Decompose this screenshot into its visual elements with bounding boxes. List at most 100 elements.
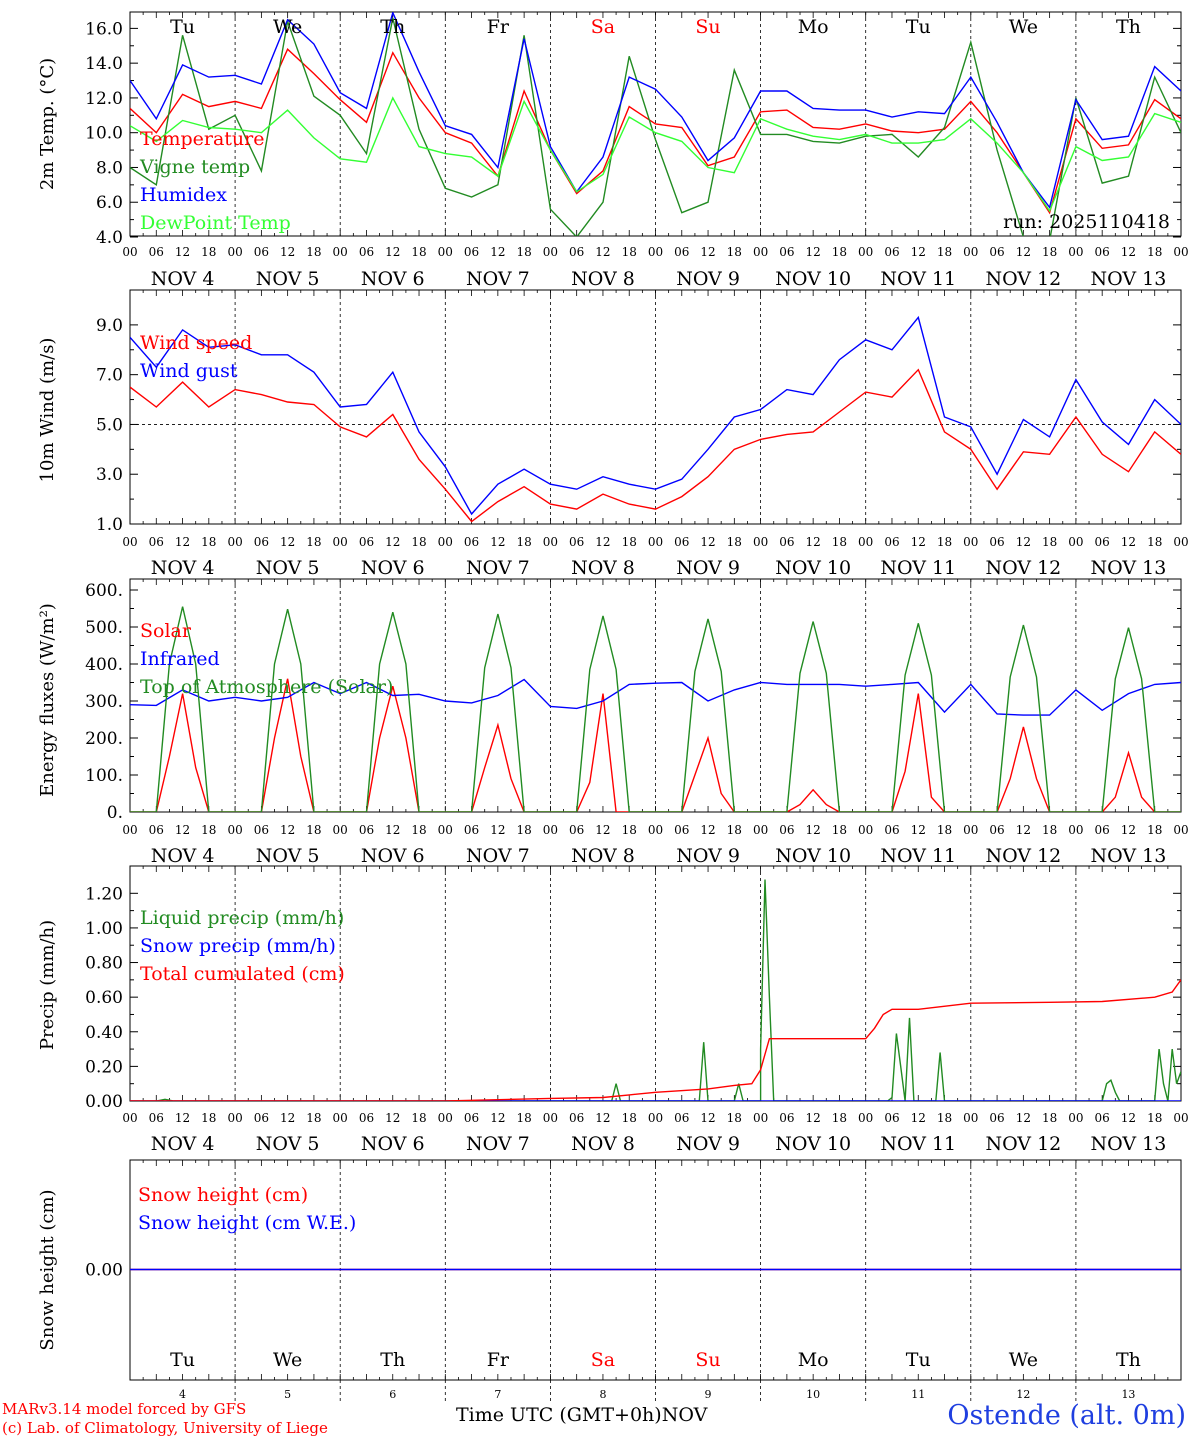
hour-tick-label: 00: [858, 535, 873, 549]
hour-tick-label: 00: [648, 535, 663, 549]
hour-tick-label: 00: [543, 1111, 558, 1125]
hour-tick-label: 06: [359, 1111, 374, 1125]
hour-tick-label: 06: [569, 535, 584, 549]
legend-entry: Vigne temp: [139, 156, 250, 178]
hour-tick-label: 12: [595, 535, 610, 549]
hour-tick-label: 00: [1173, 823, 1188, 837]
hour-tick-label: 06: [674, 1111, 689, 1125]
hour-tick-label: 00: [1173, 245, 1188, 259]
hour-tick-label: 06: [989, 823, 1004, 837]
hour-tick-label: 06: [884, 535, 899, 549]
legend-entry: Top of Atmosphere (Solar): [140, 676, 393, 698]
weekday-label: Fr: [487, 16, 510, 38]
hour-tick-label: 18: [832, 535, 847, 549]
hour-tick-label: 00: [753, 535, 768, 549]
hour-tick-label: 18: [622, 823, 637, 837]
series-line-solar: [130, 678, 1181, 812]
hour-tick-label: 18: [1147, 245, 1162, 259]
hour-tick-label: 18: [516, 823, 531, 837]
date-label: NOV 9: [676, 557, 740, 579]
date-label: NOV 4: [151, 557, 215, 579]
y-axis-label: Energy fluxes (W/m²): [37, 603, 58, 797]
hour-tick-label: 12: [175, 1111, 190, 1125]
date-label: NOV 4: [151, 1133, 215, 1155]
day-number: 6: [389, 1388, 396, 1401]
hour-tick-label: 00: [753, 1111, 768, 1125]
date-label: NOV 11: [880, 845, 956, 867]
date-label: NOV 6: [361, 845, 425, 867]
hour-tick-label: 18: [727, 245, 742, 259]
hour-tick-label: 12: [911, 823, 926, 837]
hour-tick-label: 18: [1147, 823, 1162, 837]
hour-tick-label: 00: [122, 1111, 137, 1125]
model-line: MARv3.14 model forced by GFS: [2, 1400, 247, 1418]
hour-tick-label: 12: [595, 1111, 610, 1125]
weekday-label: We: [273, 1349, 302, 1371]
weekday-label: We: [273, 16, 302, 38]
hour-tick-label: 06: [359, 245, 374, 259]
date-label: NOV 9: [676, 845, 740, 867]
hour-tick-label: 18: [1042, 823, 1057, 837]
hour-tick-label: 18: [411, 245, 426, 259]
hour-tick-label: 06: [779, 535, 794, 549]
weekday-label: Sa: [591, 1349, 615, 1371]
day-number: 4: [179, 1388, 186, 1401]
hour-tick-label: 18: [411, 535, 426, 549]
weekday-label: Th: [1116, 1349, 1141, 1371]
y-tick-label: 0.: [107, 803, 123, 823]
panel-wind: 1.0 3.0 5.0 7.0 9.0 10m Wind (m/s) Wind speed W…: [37, 289, 1189, 579]
hour-tick-label: 06: [989, 1111, 1004, 1125]
day-number: 5: [284, 1388, 291, 1401]
hour-tick-label: 06: [779, 1111, 794, 1125]
hour-tick-label: 00: [858, 1111, 873, 1125]
hour-tick-label: 00: [122, 245, 137, 259]
y-tick-label: 6.0: [96, 193, 123, 213]
hour-tick-label: 12: [595, 245, 610, 259]
hour-tick-label: 12: [175, 245, 190, 259]
y-tick-label: 500.: [85, 618, 123, 638]
y-axis-label: Snow height (cm): [37, 1189, 58, 1350]
date-label: NOV 5: [256, 268, 320, 290]
hour-tick-label: 18: [1147, 535, 1162, 549]
hour-tick-label: 12: [1121, 535, 1136, 549]
series-line-wind-gust: [130, 315, 1181, 516]
hour-tick-label: 18: [411, 1111, 426, 1125]
hour-tick-label: 12: [806, 245, 821, 259]
date-label: NOV 5: [256, 557, 320, 579]
date-label: NOV 12: [985, 1133, 1061, 1155]
series-line-humidex: [130, 12, 1181, 209]
hour-tick-label: 12: [490, 1111, 505, 1125]
weekday-label: Tu: [906, 16, 931, 38]
hour-tick-label: 18: [622, 535, 637, 549]
weekday-label: We: [1009, 1349, 1038, 1371]
date-label: NOV 7: [466, 557, 530, 579]
hour-tick-label: 12: [1016, 245, 1031, 259]
y-tick-label: 100.: [85, 766, 123, 786]
date-label: NOV 13: [1091, 845, 1167, 867]
hour-tick-label: 00: [333, 1111, 348, 1125]
hour-tick-label: 18: [516, 1111, 531, 1125]
date-label: NOV 8: [571, 1133, 635, 1155]
hour-tick-label: 18: [1042, 245, 1057, 259]
hour-tick-label: 00: [227, 245, 242, 259]
weekday-label: Fr: [487, 1349, 510, 1371]
hour-tick-label: 18: [832, 1111, 847, 1125]
hour-tick-label: 00: [648, 823, 663, 837]
hour-tick-label: 00: [543, 535, 558, 549]
hour-tick-label: 12: [385, 535, 400, 549]
hour-tick-label: 18: [727, 1111, 742, 1125]
y-tick-label: 10.0: [85, 124, 123, 144]
y-tick-label: 0.00: [85, 1092, 123, 1112]
hour-tick-label: 18: [516, 245, 531, 259]
y-tick-label: 12.0: [85, 89, 123, 109]
hour-tick-label: 18: [516, 535, 531, 549]
series-line-total-cumulated-cm-: [130, 979, 1181, 1101]
hour-tick-label: 06: [254, 1111, 269, 1125]
x-month-text: NOV: [661, 1404, 708, 1426]
hour-tick-label: 00: [648, 245, 663, 259]
legend-entry: Total cumulated (cm): [140, 963, 345, 985]
series-line-wind-speed: [130, 368, 1181, 523]
series-line-liquid-precip-mm-h-: [130, 879, 1181, 1101]
copyright-line: (c) Lab. of Climatology, University of L…: [2, 1419, 328, 1437]
date-label: NOV 8: [571, 845, 635, 867]
